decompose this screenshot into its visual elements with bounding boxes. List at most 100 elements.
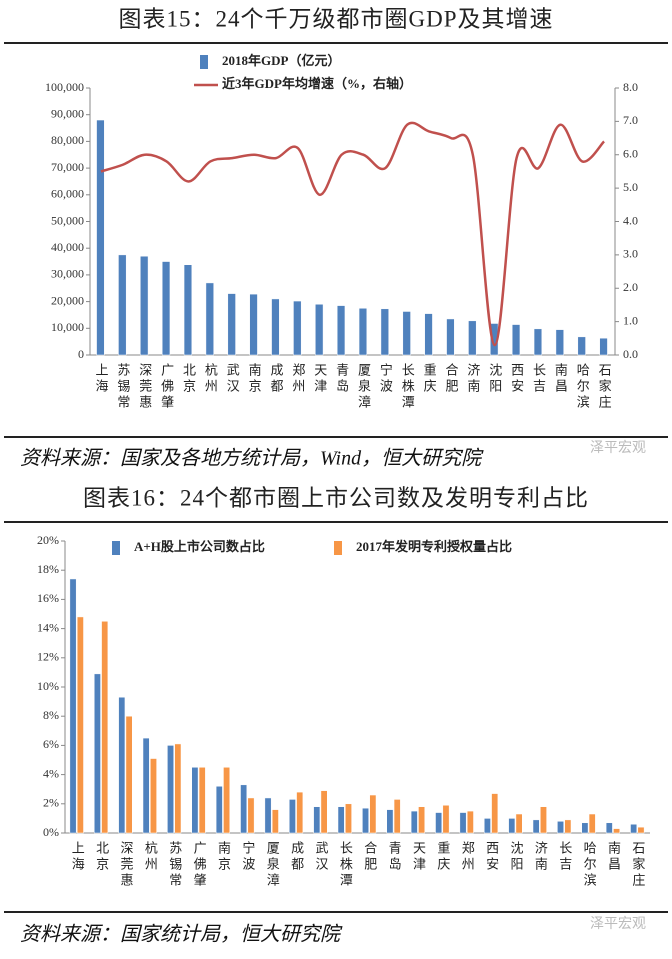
bar — [555, 329, 564, 356]
y2-tick-label: 5.0 — [623, 180, 638, 194]
x-tick-label: 天津 — [411, 841, 426, 873]
bar — [125, 715, 133, 834]
y-tick-label: 30,000 — [51, 267, 84, 281]
bar — [198, 767, 206, 834]
bar — [215, 786, 223, 834]
bar — [418, 806, 425, 834]
x-tick-label: 哈尔滨 — [575, 363, 590, 411]
x-tick-label: 宁波 — [240, 840, 255, 873]
bar — [336, 305, 346, 356]
x-tick-label: 石家庄 — [597, 363, 612, 411]
x-tick-label: 济南 — [465, 363, 480, 395]
x-tick-label: 沈阳 — [487, 363, 502, 395]
bar — [96, 119, 105, 356]
bar — [369, 794, 377, 834]
legend-label: A+H股上市公司数占比 — [134, 539, 265, 554]
x-tick-label: 西安 — [509, 363, 524, 395]
bar — [515, 813, 523, 834]
bar — [637, 826, 645, 834]
bar — [393, 799, 401, 834]
bar — [410, 810, 418, 834]
bar — [564, 819, 572, 834]
y-tick-label: 60,000 — [51, 187, 84, 201]
bar — [599, 337, 608, 356]
bar — [588, 813, 596, 834]
bar — [264, 797, 272, 834]
bar — [183, 264, 193, 356]
x-tick-label: 宁波 — [378, 362, 393, 395]
x-tick-label: 西安 — [484, 841, 499, 873]
bar — [508, 818, 516, 834]
x-tick-label: 苏锡常 — [167, 840, 182, 889]
x-tick-label: 成都 — [268, 363, 283, 395]
bar — [161, 261, 171, 356]
x-tick-label: 北京 — [94, 841, 109, 873]
bar — [362, 807, 369, 834]
bar — [557, 821, 564, 834]
bar — [167, 745, 174, 834]
y-tick-label: 20% — [37, 533, 59, 547]
bar — [577, 336, 586, 356]
x-tick-label: 广佛肇 — [159, 363, 174, 411]
bar — [76, 616, 84, 834]
bar — [402, 311, 411, 356]
y-tick-label: 2% — [43, 796, 59, 810]
x-tick-label: 哈尔滨 — [582, 841, 597, 889]
bar — [142, 737, 150, 834]
bar — [446, 318, 455, 356]
x-tick-label: 重庆 — [422, 362, 437, 395]
bar — [468, 320, 477, 356]
bar — [140, 255, 149, 356]
bar — [386, 809, 394, 834]
x-tick-label: 苏锡常 — [115, 362, 130, 411]
bar — [442, 805, 450, 834]
bar — [459, 812, 467, 834]
bar — [174, 743, 182, 834]
x-tick-label: 武汉 — [225, 363, 240, 395]
x-tick-label: 青岛 — [387, 841, 402, 873]
bar — [289, 799, 296, 834]
y-tick-label: 0% — [43, 825, 59, 839]
bar — [358, 308, 368, 356]
bar — [345, 803, 352, 834]
legend-label: 近3年GDP年均增速（%，右轴） — [222, 76, 412, 91]
bar — [484, 818, 491, 834]
line-series — [100, 121, 605, 347]
x-tick-label: 郑州 — [290, 363, 305, 395]
bar — [249, 293, 258, 356]
bar — [296, 791, 304, 834]
x-tick-label: 郑州 — [460, 841, 475, 873]
x-tick-label: 杭州 — [143, 841, 158, 873]
y-tick-label: 14% — [37, 620, 59, 634]
x-tick-label: 青岛 — [334, 363, 349, 395]
x-tick-label: 长株潭 — [400, 363, 415, 411]
x-tick-label: 沈阳 — [508, 841, 523, 873]
x-tick-label: 杭州 — [203, 363, 218, 395]
watermark: 泽平宏观 — [590, 916, 646, 932]
y-tick-label: 90,000 — [51, 106, 84, 120]
legend-swatch — [334, 541, 342, 555]
x-tick-label: 合肥 — [443, 363, 458, 395]
bar — [94, 673, 101, 834]
y2-tick-label: 7.0 — [623, 113, 638, 127]
y-tick-label: 6% — [43, 737, 59, 751]
bar — [581, 822, 589, 834]
x-tick-label: 长株潭 — [338, 841, 353, 889]
bar — [293, 300, 302, 356]
bar — [118, 696, 126, 834]
bar — [118, 254, 127, 356]
x-tick-label: 南京 — [247, 362, 262, 395]
y2-tick-label: 2.0 — [623, 280, 638, 294]
x-tick-label: 南京 — [216, 840, 231, 873]
y-tick-label: 70,000 — [51, 160, 84, 174]
y-tick-label: 18% — [37, 562, 59, 576]
y-tick-label: 20,000 — [51, 293, 84, 307]
y-tick-label: 4% — [43, 766, 59, 780]
y2-tick-label: 8.0 — [623, 80, 638, 94]
bar — [101, 621, 109, 834]
watermark: 泽平宏观 — [590, 440, 646, 456]
x-tick-label: 长吉 — [557, 841, 572, 873]
y2-tick-label: 4.0 — [623, 213, 638, 227]
y-tick-label: 8% — [43, 708, 59, 722]
bar — [240, 784, 248, 834]
